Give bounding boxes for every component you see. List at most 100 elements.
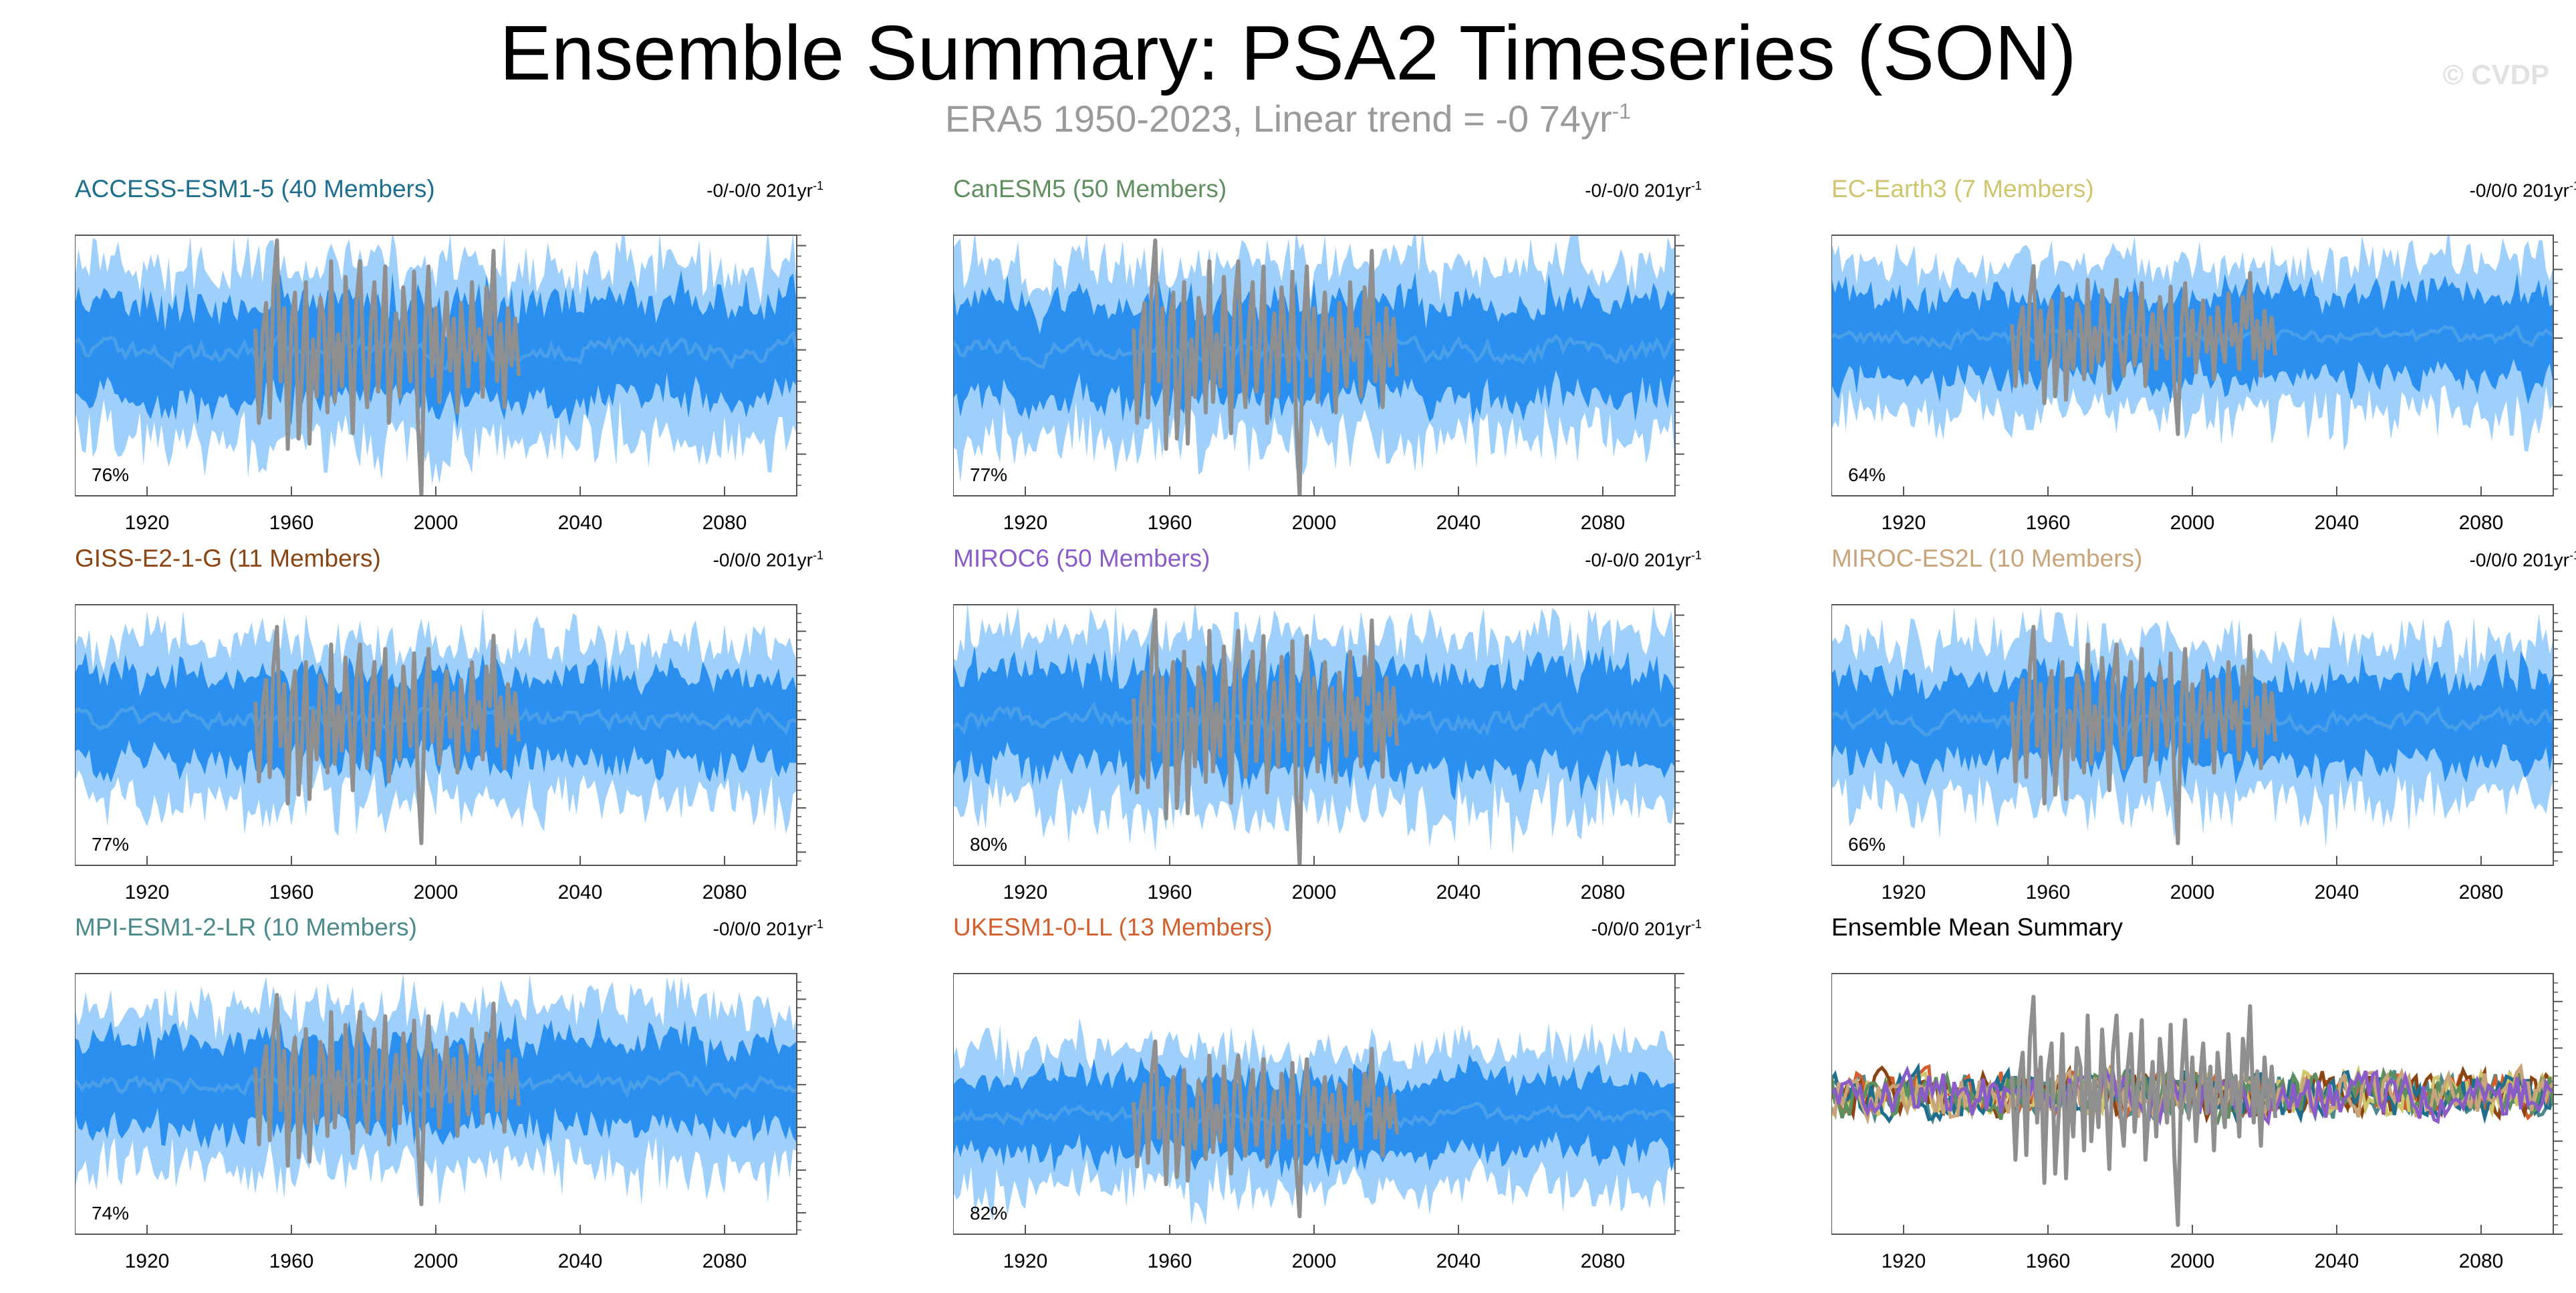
x-tick-label: 1920 xyxy=(1882,1250,1926,1272)
panel-trend: -0/0/0 201yr-1 xyxy=(713,549,823,571)
panel-trend-value: -0/-0/0 201yr xyxy=(706,180,813,201)
x-tick-label: 2080 xyxy=(702,1250,747,1272)
x-tick-label: 2000 xyxy=(414,512,459,534)
x-tick-label: 2000 xyxy=(1292,1250,1337,1272)
x-tick-label: 2040 xyxy=(2315,512,2359,534)
x-tick-label: 2040 xyxy=(1436,512,1481,534)
plot-area xyxy=(1831,994,2553,1228)
panel-title: MIROC6 (50 Members) xyxy=(953,545,1210,572)
panel-title: UKESM1-0-LL (13 Members) xyxy=(953,913,1273,941)
x-tick-label: 2080 xyxy=(2459,1250,2504,1272)
x-tick-label: 1920 xyxy=(1882,512,1926,534)
ensemble-mean-line xyxy=(75,330,797,370)
plot-area xyxy=(953,605,1675,865)
panel-trend-exponent: -1 xyxy=(1690,549,1702,562)
x-tick-label: 2000 xyxy=(414,881,459,903)
x-tick-label: 2040 xyxy=(1436,1250,1481,1272)
chart-svg: 4.02.00.0-2.01920196020002040208082% xyxy=(953,973,1684,1272)
panel-trend: -0/-0/0 201yr-1 xyxy=(706,179,823,201)
x-tick-label: 1920 xyxy=(1003,512,1048,534)
page-subtitle: ERA5 1950-2023, Linear trend = -0 74yr-1 xyxy=(0,97,2576,140)
observed-era5-line xyxy=(2010,625,2278,845)
panel-trend: -0/-0/0 201yr-1 xyxy=(1585,549,1702,571)
chart-svg: 2.01.00.0-1.0-2.0-3.01920196020002040208… xyxy=(75,973,806,1272)
cvdp-watermark: © CVDP xyxy=(2442,59,2549,90)
x-tick-label: 2000 xyxy=(2170,1250,2215,1272)
x-tick-label: 2040 xyxy=(558,512,603,534)
subtitle-text: ERA5 1950-2023, Linear trend = -0 74yr xyxy=(944,98,1612,140)
x-tick-label: 1960 xyxy=(1148,1250,1192,1272)
panel-title: EC-Earth3 (7 Members) xyxy=(1831,175,2094,202)
panel-title: CanESM5 (50 Members) xyxy=(953,175,1227,202)
chart-svg: 2.01.00.0-1.0-2.0-3.01920196020002040208… xyxy=(75,604,806,903)
panel-title: ACCESS-ESM1-5 (40 Members) xyxy=(75,175,435,202)
plot-area xyxy=(1831,235,2553,452)
observed-era5-line xyxy=(2010,994,2278,1228)
x-tick-label: 1960 xyxy=(1148,512,1192,534)
observed-era5-line xyxy=(253,993,521,1207)
x-tick-label: 2080 xyxy=(702,881,747,903)
x-tick-label: 2000 xyxy=(2170,881,2215,903)
observed-era5-line xyxy=(253,625,521,845)
chart-svg: 2.01.00.0-1.0-2.01920196020002040208076% xyxy=(75,235,806,534)
x-tick-label: 1960 xyxy=(2026,881,2071,903)
panel-trend: -0/-0/0 201yr-1 xyxy=(1585,179,1702,201)
panel-trend-value: -0/-0/0 201yr xyxy=(1585,180,1691,201)
panel-title: MIROC-ES2L (10 Members) xyxy=(1831,545,2143,572)
panel-trend-value: -0/-0/0 201yr xyxy=(1585,549,1691,571)
percent-label: 77% xyxy=(92,834,129,855)
panel-7: MPI-ESM1-2-LR (10 Members) -0/0/0 201yr-1… xyxy=(75,913,823,1274)
x-tick-label: 1960 xyxy=(269,512,314,534)
x-tick-label: 2080 xyxy=(1581,881,1626,903)
panel-trend-value: -0/0/0 201yr xyxy=(2469,180,2569,201)
observed-era5-line xyxy=(1132,1039,1400,1219)
plot-area xyxy=(1831,605,2553,849)
chart-svg: 2.01.00.0-1.0-2.0-3.01920196020002040208… xyxy=(1831,604,2563,903)
subtitle-exponent: -1 xyxy=(1612,99,1632,124)
x-tick-label: 2040 xyxy=(2315,1250,2359,1272)
plot-area xyxy=(75,974,797,1207)
observed-era5-line xyxy=(2010,264,2278,436)
panel-8: UKESM1-0-LL (13 Members)-0/0/0 201yr-14.… xyxy=(953,913,1702,1274)
panel-3: EC-Earth3 (7 Members)-0/0/0 201yr-12.00.… xyxy=(1831,175,2576,536)
x-tick-label: 2040 xyxy=(558,1250,603,1272)
x-tick-label: 1920 xyxy=(125,881,170,903)
percent-label: 82% xyxy=(970,1203,1007,1224)
percent-label: 80% xyxy=(970,834,1007,855)
chart-svg: 2.00.0-2.0-4.01920196020002040208064% xyxy=(1831,235,2563,534)
percent-label: 77% xyxy=(970,464,1007,485)
x-tick-label: 1960 xyxy=(269,1250,314,1272)
x-tick-label: 2080 xyxy=(2459,512,2504,534)
x-tick-label: 2040 xyxy=(2315,881,2359,903)
x-tick-label: 1920 xyxy=(1003,881,1048,903)
plot-area xyxy=(75,607,797,845)
panel-6: MIROC-ES2L (10 Members)-0/0/0 201yr-12.0… xyxy=(1831,545,2576,905)
panel-trend-value: -0/0/0 201yr xyxy=(2469,549,2569,571)
panel-trend: -0/0/0 201yr-1 xyxy=(713,917,823,940)
x-tick-label: 1920 xyxy=(125,1250,170,1272)
observed-era5-line xyxy=(1132,607,1400,865)
percent-label: 74% xyxy=(92,1203,129,1224)
plot-area xyxy=(953,235,1675,496)
panel-title: MPI-ESM1-2-LR (10 Members) xyxy=(75,913,417,941)
x-tick-label: 2080 xyxy=(1581,512,1626,534)
x-tick-label: 1960 xyxy=(269,881,314,903)
x-tick-label: 1920 xyxy=(125,512,170,534)
x-tick-label: 2000 xyxy=(414,1250,459,1272)
panel-5: MIROC6 (50 Members)-0/-0/0 201yr-12.01.0… xyxy=(953,545,1702,905)
panel-title: Ensemble Mean Summary xyxy=(1831,913,2123,941)
panel-1: ACCESS-ESM1-5 (40 Members) -0/-0/0 201yr-… xyxy=(75,175,823,536)
percent-label: 76% xyxy=(92,464,129,485)
panel-trend-exponent: -1 xyxy=(812,917,823,931)
panel-4: GISS-E2-1-G (11 Members)-0/0/0 201yr-12.… xyxy=(75,545,823,905)
chart-svg: 2.01.00.0-1.0-2.01920196020002040208080% xyxy=(953,604,1684,903)
x-tick-label: 1960 xyxy=(2026,1250,2071,1272)
plot-area xyxy=(953,1018,1675,1226)
observed-era5-line xyxy=(1132,238,1400,496)
panel-trend-exponent: -1 xyxy=(1690,179,1702,192)
x-tick-label: 2040 xyxy=(1436,881,1481,903)
x-tick-label: 2000 xyxy=(2170,512,2215,534)
chart-svg: 2.01.00.0-1.0-2.01920196020002040208077% xyxy=(953,235,1684,534)
panel-9: Ensemble Mean Summary2.01.00.0-1.0-2.0-3… xyxy=(1831,913,2576,1274)
panel-trend: -0/0/0 201yr-1 xyxy=(2470,549,2576,571)
